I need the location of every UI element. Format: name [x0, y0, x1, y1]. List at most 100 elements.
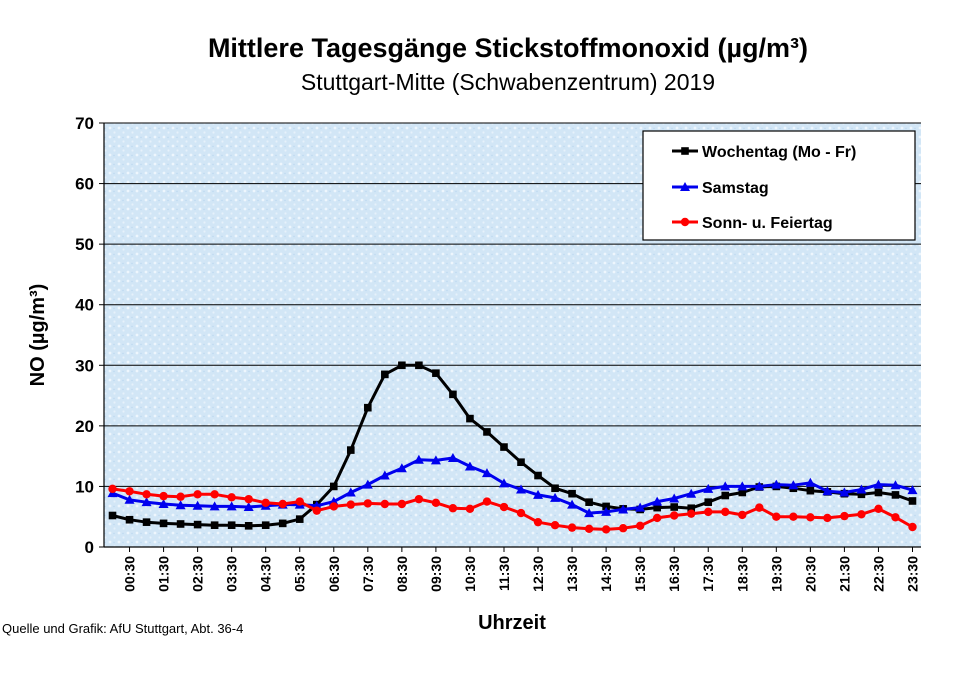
- data-point: [687, 509, 696, 518]
- data-point: [449, 390, 457, 399]
- data-point: [447, 452, 458, 462]
- data-point: [431, 498, 441, 507]
- data-point: [226, 501, 237, 511]
- data-point: [686, 488, 697, 498]
- x-tick-label: 14:30: [598, 556, 614, 592]
- data-point: [381, 370, 389, 379]
- data-point: [857, 510, 866, 519]
- x-tick-label: 19:30: [768, 556, 784, 592]
- data-point: [193, 520, 202, 529]
- x-tick-label: 13:30: [564, 556, 580, 592]
- chart-title: Mittlere Tagesgänge Stickstoffmonoxid (µ…: [208, 33, 808, 63]
- data-point: [567, 499, 578, 509]
- x-tick-label: 06:30: [326, 556, 342, 592]
- data-point: [584, 508, 595, 518]
- data-point: [703, 483, 714, 493]
- y-tick-label: 50: [75, 235, 94, 254]
- data-point: [669, 493, 680, 503]
- data-point: [227, 493, 236, 502]
- x-tick-label: 18:30: [734, 556, 750, 592]
- data-point: [550, 520, 560, 530]
- data-point: [738, 488, 747, 497]
- data-point: [464, 461, 475, 471]
- data-point: [534, 471, 542, 480]
- x-tick-label: 00:30: [122, 556, 138, 592]
- data-point: [822, 486, 833, 496]
- data-point: [635, 502, 646, 512]
- data-point: [397, 499, 407, 509]
- data-point: [278, 499, 287, 509]
- data-point: [721, 507, 730, 517]
- data-point: [805, 477, 816, 487]
- data-point: [551, 484, 559, 493]
- data-point: [669, 511, 679, 520]
- data-point: [704, 498, 713, 506]
- x-tick-label: 08:30: [394, 556, 410, 592]
- x-tick-label: 03:30: [224, 556, 240, 592]
- data-point: [243, 502, 254, 512]
- data-point: [806, 486, 815, 495]
- data-point: [533, 517, 543, 527]
- data-point: [482, 497, 492, 506]
- data-point: [652, 496, 663, 506]
- data-point: [601, 525, 611, 534]
- x-tick-label: 21:30: [836, 556, 852, 592]
- data-point: [840, 511, 849, 521]
- legend-label: Samstag: [702, 180, 769, 197]
- data-point: [704, 507, 713, 517]
- data-point: [295, 515, 304, 523]
- data-point: [142, 518, 151, 526]
- data-point: [891, 491, 900, 499]
- data-point: [415, 361, 423, 370]
- data-point: [891, 513, 900, 522]
- x-tick-label: 12:30: [530, 556, 546, 592]
- source-note: Quelle und Grafik: AfU Stuttgart, Abt. 3…: [2, 621, 243, 636]
- x-tick-label: 17:30: [700, 556, 716, 592]
- data-point: [210, 490, 219, 499]
- y-axis-ticks: 0 10 20 30 40 50 60 70: [75, 114, 104, 557]
- data-point: [602, 502, 610, 511]
- data-point: [670, 503, 678, 511]
- data-point: [550, 492, 561, 502]
- x-tick-label: 11:30: [496, 556, 512, 591]
- data-point: [517, 458, 525, 466]
- data-point: [261, 521, 270, 529]
- data-point: [908, 497, 917, 505]
- data-point: [295, 497, 304, 506]
- data-point: [125, 487, 134, 496]
- data-point: [635, 521, 645, 530]
- data-point: [124, 494, 135, 504]
- data-point: [209, 501, 220, 511]
- data-point: [380, 499, 390, 509]
- data-point: [362, 479, 373, 489]
- data-point: [908, 522, 917, 532]
- x-tick-label: 10:30: [462, 556, 478, 592]
- data-point: [329, 502, 338, 511]
- x-tick-label: 09:30: [428, 556, 444, 592]
- data-point: [465, 504, 475, 514]
- data-point: [721, 491, 730, 500]
- data-point: [653, 503, 661, 512]
- x-axis-label: Uhrzeit: [478, 612, 546, 634]
- data-point: [108, 511, 117, 520]
- data-point: [448, 504, 458, 513]
- legend-marker: [681, 147, 689, 155]
- data-point: [413, 454, 424, 464]
- x-tick-label: 16:30: [666, 556, 682, 592]
- data-point: [346, 500, 356, 509]
- y-tick-label: 60: [75, 175, 94, 194]
- data-point: [430, 455, 441, 465]
- data-point: [568, 489, 576, 498]
- data-point: [432, 369, 440, 377]
- legend-marker: [680, 182, 690, 191]
- data-point: [159, 519, 168, 528]
- data-point: [738, 510, 747, 520]
- data-point: [873, 479, 884, 489]
- data-point: [158, 498, 169, 508]
- data-point: [176, 492, 185, 501]
- data-point: [839, 487, 850, 497]
- data-point: [125, 515, 134, 524]
- data-point: [618, 524, 628, 533]
- data-point: [874, 504, 883, 514]
